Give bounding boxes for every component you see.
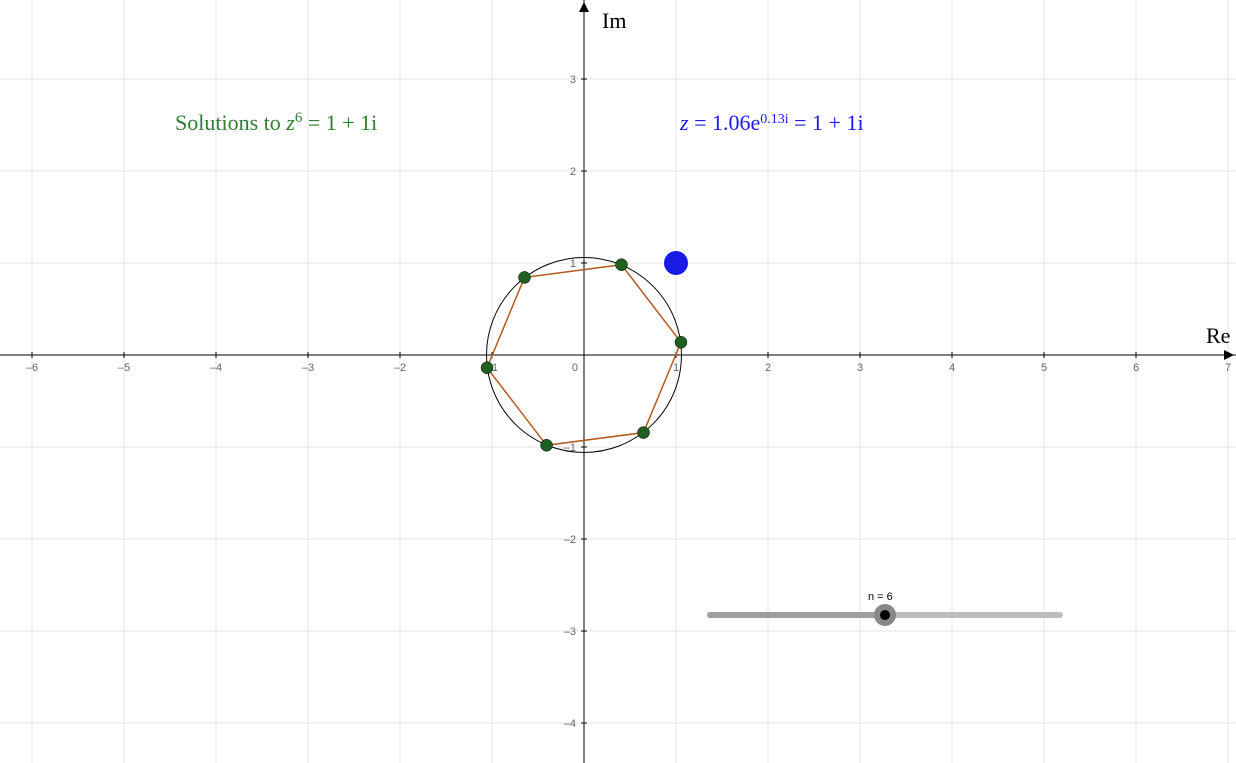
root-point-3[interactable] [481,362,493,374]
x-tick-label: 1 [673,362,679,374]
y-tick-label: –3 [564,626,576,638]
x-tick-label: 0 [572,362,578,374]
plot-svg: ReIm–6–5–4–3–2–101234567–4–3–2–1123Solut… [0,0,1236,763]
root-point-4[interactable] [541,439,553,451]
solutions-title: Solutions to z6 = 1 + 1i [175,110,377,135]
z-point[interactable] [664,251,688,275]
root-point-2[interactable] [518,271,530,283]
root-point-1[interactable] [615,259,627,271]
y-tick-label: 3 [570,74,576,86]
x-tick-label: 6 [1133,362,1139,374]
x-tick-label: –2 [394,362,406,374]
x-tick-label: –5 [118,362,130,374]
root-point-5[interactable] [638,427,650,439]
y-axis-label: Im [602,8,626,33]
x-tick-label: 2 [765,362,771,374]
x-tick-label: 5 [1041,362,1047,374]
slider-thumb[interactable] [877,607,893,623]
x-tick-label: 4 [949,362,955,374]
x-tick-label: –3 [302,362,314,374]
x-tick-label: –4 [210,362,222,374]
slider-label: n = 6 [868,591,893,603]
complex-plot-canvas: ReIm–6–5–4–3–2–101234567–4–3–2–1123Solut… [0,0,1236,763]
x-tick-label: 3 [857,362,863,374]
x-tick-label: 7 [1225,362,1231,374]
y-tick-label: 1 [570,258,576,270]
y-tick-label: –2 [564,534,576,546]
z-value-title: z = 1.06e0.13i = 1 + 1i [679,110,864,135]
y-tick-label: 2 [570,166,576,178]
x-axis-label: Re [1206,323,1230,348]
x-tick-label: –6 [26,362,38,374]
root-point-0[interactable] [675,336,687,348]
y-tick-label: –4 [564,718,576,730]
